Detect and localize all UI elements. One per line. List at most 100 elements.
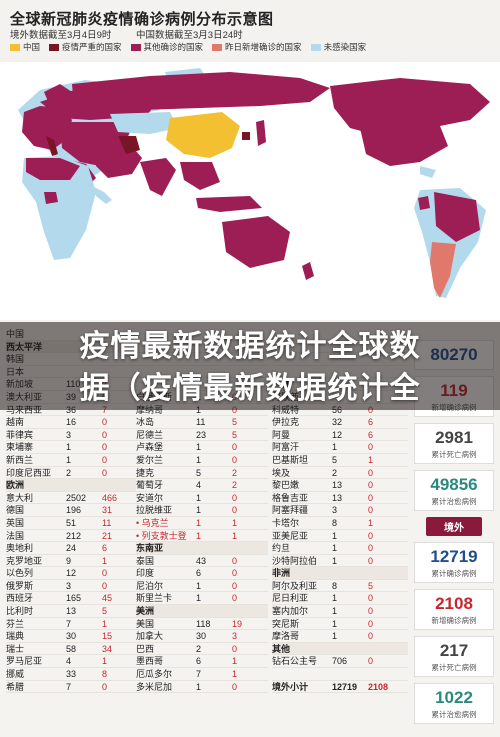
country-name: 美洲 [136,606,155,617]
new-count: 0 [102,467,108,478]
data-date-line: 境外数据截至3月4日9时 中国数据截至3月3日24时 [10,27,265,41]
country-name: 捷克 [136,467,155,478]
country-name: 西班牙 [6,593,34,604]
table-row: 西班牙 165 45 [6,592,136,606]
country-name: 摩洛哥 [272,631,300,642]
new-count: 6 [102,543,108,554]
confirmed-count: 4 [66,656,72,667]
stat-number: 1022 [435,688,473,707]
table-row: 阿塞拜疆 3 0 [272,504,408,517]
country-name: 非洲 [272,568,291,579]
confirmed-count: 6 [196,656,202,667]
country-name: 阿富汗 [272,442,300,453]
headline-line-2: 据（疫情最新数据统计全 [79,372,421,405]
table-row: 新西兰 1 0 [6,454,136,467]
confirmed-count: 5 [196,467,202,478]
table-row: 安道尔 1 0 [136,492,268,505]
confirmed-count: 3 [66,429,72,440]
country-name: 尼泊尔 [136,580,164,591]
new-count: 0 [232,492,238,503]
table-row: 瑞士 58 34 [6,643,136,656]
table-row: 瑞典 30 15 [6,630,136,643]
map-region-india [140,158,176,196]
confirmed-count: 30 [196,631,207,642]
stat-box: 2108 新增确诊病例 [414,589,494,630]
country-name: 埃及 [272,467,291,478]
table-row: 法国 212 21 [6,530,136,543]
confirmed-count: 1 [196,530,202,541]
table-row: 芬兰 7 1 [6,618,136,631]
legend-label: 昨日新增确诊的国家 [225,42,302,52]
country-name: 安道尔 [136,492,164,503]
stat-number: 217 [439,641,469,660]
country-name: 约旦 [272,543,291,554]
table-row: 德国 196 31 [6,504,136,517]
country-name: 冰岛 [136,417,155,428]
new-count: 0 [102,568,108,579]
confirmed-count: 1 [196,505,202,516]
country-name: 阿尔及利亚 [272,580,318,591]
map-region-central-america [92,186,112,204]
table-row: 俄罗斯 3 0 [6,580,136,593]
country-name: 法国 [6,530,25,541]
new-count: 1 [232,656,238,667]
country-name: 瑞士 [6,643,25,654]
stat-number: 2108 [435,594,473,613]
confirmed-count: 1 [332,530,338,541]
map-region-russia [72,72,330,114]
headline-text: 疫情最新数据统计全球数 据（疫情最新数据统计全 [0,326,500,410]
table-row: 摩洛哥 1 0 [272,630,408,643]
new-count: 0 [368,467,374,478]
stat-box: 1022 累计治愈病例 [414,683,494,724]
stat-label: 累计治愈病例 [431,497,477,506]
map-region-new-zealand [302,262,314,280]
new-count: 1 [102,555,108,566]
table-row: 斯里兰卡 1 0 [136,592,268,606]
country-name: 卡塔尔 [272,517,300,528]
legend-swatch [49,43,60,51]
confirmed-count: 1 [332,543,338,554]
confirmed-count: 43 [196,555,207,566]
confirmed-count: 3 [332,505,338,516]
table-row: 葡萄牙 4 2 [136,479,268,492]
new-count: 5 [232,429,238,440]
confirmed-count: 706 [332,656,348,667]
stat-box: 12719 累计确诊病例 [414,542,494,583]
country-name: 沙特阿拉伯 [272,555,318,566]
confirmed-count: 1 [332,618,338,629]
confirmed-count: 8 [332,517,338,528]
region-header: 非洲 [272,567,408,580]
legend-item: 中国 [10,41,40,53]
confirmed-count: 1 [196,492,202,503]
new-count: 0 [102,681,108,692]
confirmed-count: 7 [196,669,202,680]
country-name: 东南亚 [136,543,164,554]
table-row: 越南 16 0 [6,416,136,429]
table-row: 比利时 13 5 [6,605,136,618]
map-region-usa-east [360,126,448,166]
new-count: 0 [232,505,238,516]
table-row: 巴基斯坦 5 1 [272,454,408,467]
legend-item: 其他确诊的国家 [130,41,203,53]
country-name: 柬埔寨 [6,442,34,453]
confirmed-count: 12719 [332,681,358,692]
country-name: 菲律宾 [6,429,34,440]
stats-abroad: 12719 累计确诊病例 2108 新增确诊病例 217 累计死亡病例 1022 累计治愈病例 [414,542,494,724]
country-name: 德国 [6,505,25,516]
legend-label: 中国 [23,42,41,52]
legend-swatch [310,43,321,51]
map-header: 全球新冠肺炎疫情确诊病例分布示意图 境外数据截至3月4日9时 中国数据截至3月3… [0,0,500,62]
table-row: 冰岛 11 5 [136,416,268,429]
confirmed-count: 118 [196,618,211,629]
new-count: 5 [102,606,108,617]
table-row: 塞内加尔 1 0 [272,605,408,618]
confirmed-count: 165 [66,593,82,604]
table-row: 泰国 43 0 [136,555,268,568]
country-name: 奥地利 [6,543,34,554]
confirmed-count: 5 [332,454,338,465]
map-region-caribbean [420,166,436,178]
country-name: 泰国 [136,555,155,566]
confirmed-count: 23 [196,429,207,440]
map-region-central-asia [110,112,178,134]
confirmed-count: 33 [66,669,77,680]
